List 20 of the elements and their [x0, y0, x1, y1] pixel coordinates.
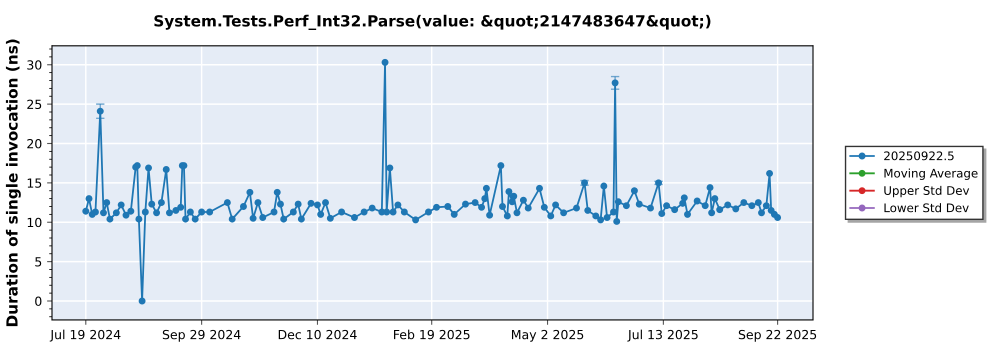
x-tick-label: May 2 2025 [512, 330, 584, 342]
x-tick-label: Jul 19 2024 [50, 330, 120, 342]
x-tick-label: Dec 10 2024 [278, 330, 357, 340]
chart-title: System.Tests.Perf_Int32.Parse(value: &quot;2147483647&quot;) [154, 14, 710, 30]
y-tick-label: 0 [35, 296, 42, 306]
y-tick-label: 15 [28, 178, 42, 188]
x-tick-label: Sep 22 2025 [738, 330, 816, 342]
y-tick-label: 20 [27, 138, 42, 148]
y-tick-label: 10 [28, 218, 42, 228]
y-tick-label: 5 [35, 257, 42, 267]
x-tick-label: Sep 29 2024 [162, 330, 241, 342]
legend-label: 20250922.5 [884, 151, 954, 160]
y-axis-title: Duration of single invocation (ns) [6, 40, 21, 326]
x-tick-label: Jul 13 2025 [627, 330, 698, 342]
legend-label: Upper Std Dev [884, 186, 970, 198]
y-tick-label: 30 [27, 60, 42, 70]
x-tick-label: Feb 19 2025 [394, 330, 470, 340]
legend-label: Lower Std Dev [884, 203, 969, 212]
y-tick-label: 25 [27, 100, 42, 110]
legend-label: Moving Average [884, 168, 978, 180]
